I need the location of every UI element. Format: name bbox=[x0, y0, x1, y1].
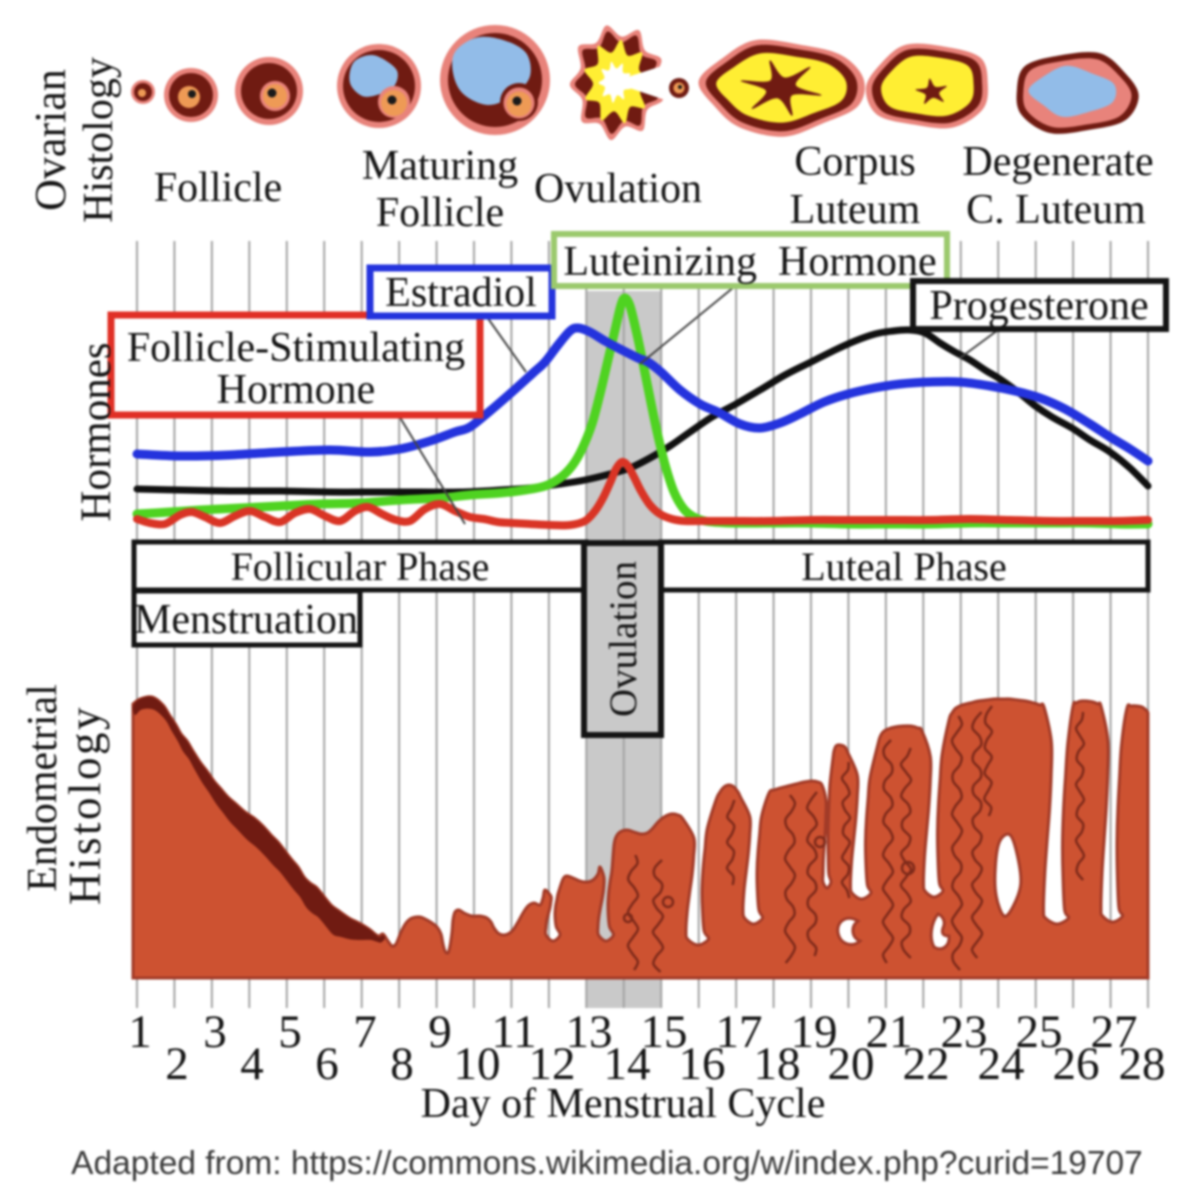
svg-text:7: 7 bbox=[353, 1006, 377, 1058]
svg-text:Follicle-Stimulating: Follicle-Stimulating bbox=[127, 325, 465, 371]
svg-text:Hormone: Hormone bbox=[217, 367, 376, 413]
svg-text:14: 14 bbox=[604, 1038, 651, 1090]
svg-text:16: 16 bbox=[679, 1038, 726, 1090]
svg-text:Ovulation: Ovulation bbox=[602, 561, 645, 717]
svg-text:Luteinizing Hormone: Luteinizing Hormone bbox=[563, 239, 936, 285]
svg-text:5: 5 bbox=[278, 1006, 302, 1058]
svg-text:19: 19 bbox=[791, 1006, 838, 1058]
svg-text:12: 12 bbox=[529, 1038, 576, 1090]
svg-text:Menstruation: Menstruation bbox=[134, 597, 358, 643]
svg-text:Luteum: Luteum bbox=[790, 187, 921, 233]
svg-text:17: 17 bbox=[716, 1006, 763, 1058]
svg-text:11: 11 bbox=[491, 1006, 536, 1058]
svg-text:24: 24 bbox=[978, 1038, 1025, 1090]
svg-text:10: 10 bbox=[454, 1038, 501, 1090]
svg-text:15: 15 bbox=[641, 1006, 688, 1058]
svg-text:18: 18 bbox=[754, 1038, 801, 1090]
svg-text:28: 28 bbox=[1119, 1038, 1166, 1090]
svg-text:22: 22 bbox=[903, 1038, 950, 1090]
svg-text:27: 27 bbox=[1091, 1006, 1138, 1058]
svg-text:26: 26 bbox=[1053, 1038, 1100, 1090]
svg-text:Histology: Histology bbox=[76, 57, 122, 223]
svg-text:Progesterone: Progesterone bbox=[929, 283, 1148, 329]
svg-text:8: 8 bbox=[390, 1038, 414, 1090]
svg-text:13: 13 bbox=[566, 1006, 613, 1058]
svg-text:Histology: Histology bbox=[60, 705, 110, 905]
svg-text:1: 1 bbox=[128, 1006, 152, 1058]
svg-text:Follicle: Follicle bbox=[154, 165, 282, 211]
svg-text:Day of Menstrual Cycle: Day of Menstrual Cycle bbox=[421, 1081, 826, 1127]
svg-text:4: 4 bbox=[240, 1038, 264, 1090]
svg-text:Ovulation: Ovulation bbox=[534, 166, 702, 212]
svg-text:21: 21 bbox=[866, 1006, 913, 1058]
svg-text:Ovarian: Ovarian bbox=[26, 69, 75, 211]
svg-text:3: 3 bbox=[203, 1006, 227, 1058]
svg-text:Follicle: Follicle bbox=[376, 190, 504, 236]
svg-text:Endometrial: Endometrial bbox=[20, 684, 66, 892]
svg-text:Luteal Phase: Luteal Phase bbox=[801, 544, 1007, 589]
svg-text:9: 9 bbox=[428, 1006, 452, 1058]
svg-text:Maturing: Maturing bbox=[362, 143, 518, 189]
svg-text:C. Luteum: C. Luteum bbox=[966, 187, 1146, 233]
svg-text:Hormones: Hormones bbox=[73, 342, 120, 521]
svg-text:Degenerate: Degenerate bbox=[962, 139, 1153, 185]
svg-text:6: 6 bbox=[315, 1038, 339, 1090]
svg-text:Follicular Phase: Follicular Phase bbox=[231, 544, 490, 589]
svg-text:Corpus: Corpus bbox=[794, 139, 915, 185]
svg-text:20: 20 bbox=[828, 1038, 875, 1090]
svg-text:25: 25 bbox=[1016, 1006, 1063, 1058]
svg-text:Estradiol: Estradiol bbox=[385, 270, 537, 316]
svg-text:Adapted from: https://commons.: Adapted from: https://commons.wikimedia.… bbox=[71, 1145, 1143, 1182]
svg-text:2: 2 bbox=[165, 1038, 189, 1090]
svg-text:23: 23 bbox=[941, 1006, 988, 1058]
